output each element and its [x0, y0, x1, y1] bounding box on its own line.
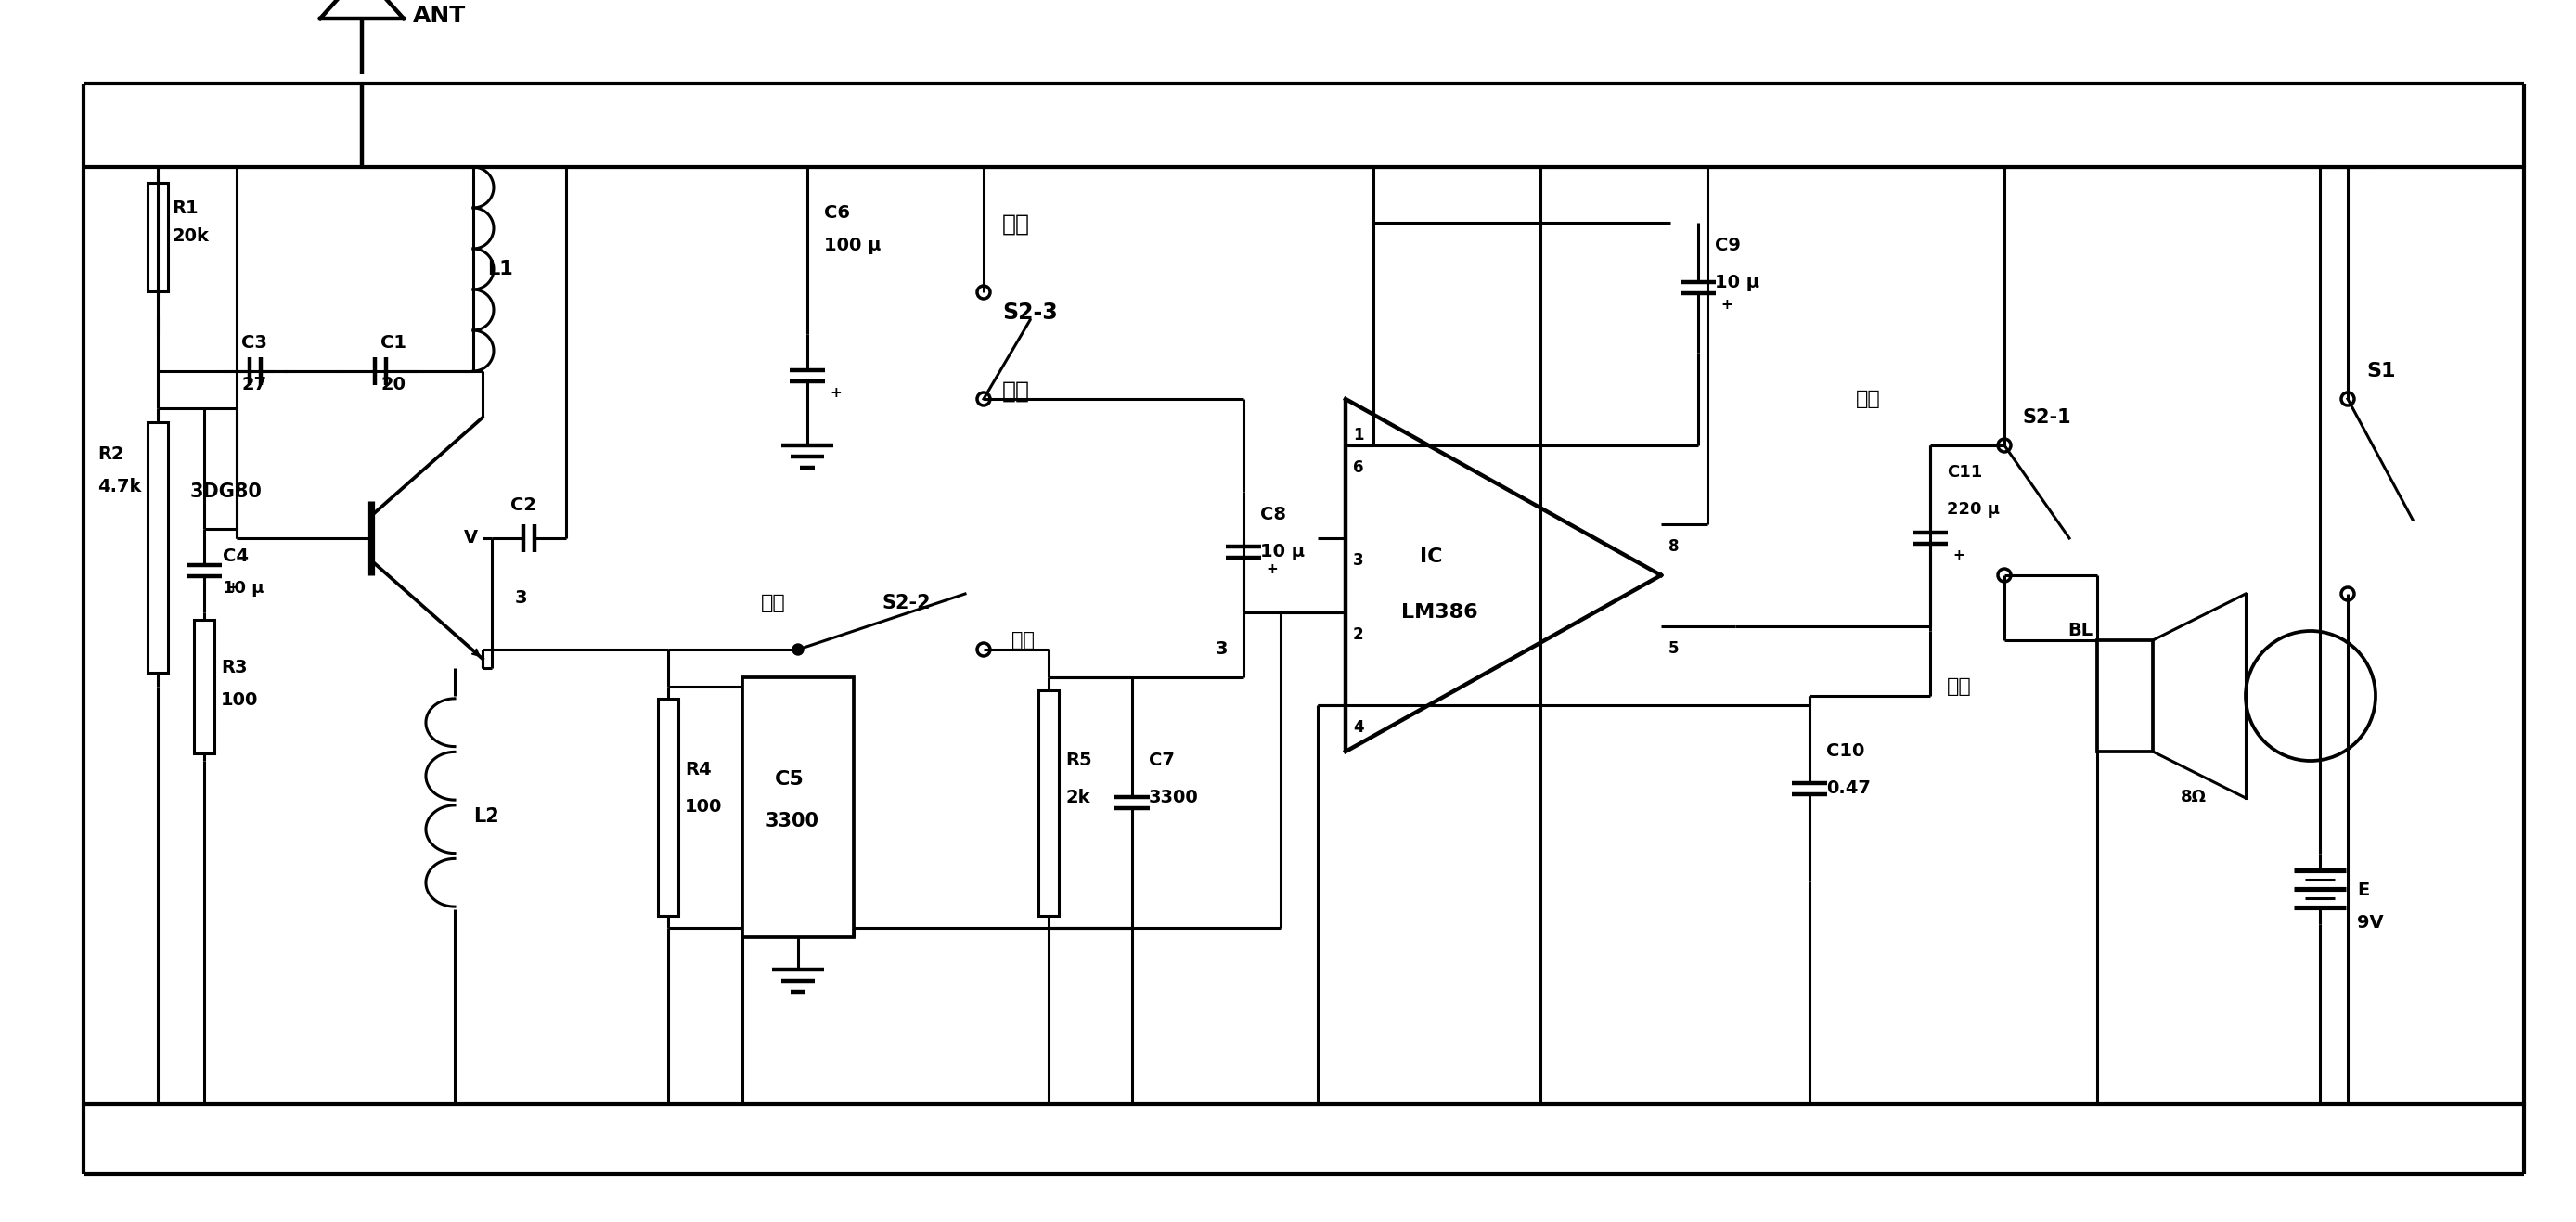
- Text: R5: R5: [1066, 752, 1092, 769]
- Text: 2: 2: [1352, 627, 1363, 643]
- Text: 3300: 3300: [1149, 788, 1198, 807]
- Bar: [1038, 690, 1059, 915]
- Text: R1: R1: [173, 199, 198, 218]
- Text: 6: 6: [1352, 459, 1363, 477]
- Text: 发信: 发信: [760, 594, 786, 612]
- Text: C1: C1: [381, 334, 407, 352]
- Text: 100 μ: 100 μ: [824, 237, 881, 254]
- Text: C2: C2: [510, 496, 536, 514]
- Text: +: +: [829, 386, 842, 400]
- Bar: [2097, 640, 2154, 752]
- Text: S2-2: S2-2: [881, 594, 930, 612]
- Text: 220 μ: 220 μ: [1947, 501, 1999, 518]
- Text: 8: 8: [1669, 538, 1680, 555]
- Text: C10: C10: [1826, 742, 1865, 760]
- Text: L2: L2: [474, 808, 500, 826]
- Text: +: +: [1953, 549, 1965, 562]
- Circle shape: [793, 644, 804, 655]
- Text: S2-3: S2-3: [1002, 302, 1059, 324]
- Text: R2: R2: [98, 445, 124, 463]
- Text: 100: 100: [685, 798, 721, 815]
- Text: 接收: 接收: [1855, 390, 1880, 408]
- Text: 2k: 2k: [1066, 788, 1090, 807]
- Text: LM386: LM386: [1401, 604, 1479, 622]
- Text: 3: 3: [1216, 640, 1229, 657]
- Text: ANT: ANT: [412, 5, 466, 27]
- Text: S1: S1: [2367, 362, 2396, 380]
- Text: 3: 3: [515, 589, 528, 607]
- Bar: [657, 699, 677, 915]
- Text: C11: C11: [1947, 464, 1984, 480]
- Text: 5: 5: [1669, 640, 1680, 657]
- Text: C9: C9: [1716, 237, 1741, 254]
- Text: 3300: 3300: [765, 811, 819, 831]
- Text: 8Ω: 8Ω: [2182, 788, 2208, 805]
- Text: 10 μ: 10 μ: [1716, 274, 1759, 291]
- Text: 3DG80: 3DG80: [191, 483, 263, 501]
- Text: 3: 3: [1352, 552, 1363, 568]
- Text: S2-1: S2-1: [2022, 408, 2071, 426]
- Text: R4: R4: [685, 761, 711, 778]
- Text: C4: C4: [222, 547, 250, 565]
- Text: BL: BL: [2069, 622, 2092, 639]
- Bar: [193, 620, 214, 754]
- Text: C5: C5: [775, 770, 804, 788]
- Text: 9V: 9V: [2357, 914, 2383, 931]
- Bar: [742, 677, 853, 937]
- Text: 10 μ: 10 μ: [1260, 543, 1303, 561]
- Text: 4.7k: 4.7k: [98, 478, 142, 495]
- Text: C7: C7: [1149, 752, 1175, 769]
- Text: R3: R3: [222, 659, 247, 677]
- Text: 20k: 20k: [173, 227, 209, 244]
- Text: V: V: [464, 529, 479, 546]
- Bar: [147, 182, 167, 291]
- Text: +: +: [1721, 298, 1731, 312]
- Text: 100: 100: [222, 692, 258, 709]
- Text: IC: IC: [1419, 547, 1443, 566]
- Text: 20: 20: [381, 376, 404, 393]
- Text: 1: 1: [1352, 426, 1363, 444]
- Text: 27: 27: [242, 376, 265, 393]
- Text: 0.47: 0.47: [1826, 780, 1870, 797]
- Text: C3: C3: [242, 334, 268, 352]
- Text: E: E: [2357, 881, 2370, 899]
- Text: C6: C6: [824, 204, 850, 221]
- Text: L1: L1: [487, 260, 513, 279]
- Bar: [147, 422, 167, 672]
- Text: 发信: 发信: [1947, 677, 1971, 695]
- Text: +: +: [227, 580, 237, 595]
- Text: +: +: [1265, 562, 1278, 577]
- Text: 4: 4: [1352, 719, 1363, 736]
- Text: 发信: 发信: [1002, 214, 1030, 236]
- Text: 10 μ: 10 μ: [222, 580, 263, 596]
- Text: C8: C8: [1260, 506, 1285, 523]
- Text: 接收: 接收: [1012, 631, 1036, 650]
- Text: 接收: 接收: [1002, 380, 1030, 403]
